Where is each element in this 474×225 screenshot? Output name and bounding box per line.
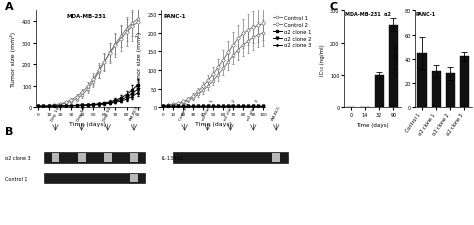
X-axis label: Time (days): Time (days) bbox=[69, 122, 106, 127]
Bar bbox=[389, 26, 398, 108]
Bar bbox=[130, 174, 138, 182]
Text: Day 14: Day 14 bbox=[50, 106, 61, 121]
Bar bbox=[431, 72, 441, 108]
Y-axis label: IC₅₀ (ng/ml): IC₅₀ (ng/ml) bbox=[394, 44, 399, 75]
Text: MDA-MB-231  α2: MDA-MB-231 α2 bbox=[345, 12, 391, 17]
Bar bbox=[460, 57, 469, 108]
Text: IL-13Rα2: IL-13Rα2 bbox=[162, 155, 183, 160]
Text: α2 clone 3: α2 clone 3 bbox=[246, 99, 260, 121]
Bar bbox=[52, 154, 59, 162]
X-axis label: Time (days): Time (days) bbox=[195, 122, 232, 127]
Text: PM-RCC: PM-RCC bbox=[128, 104, 139, 121]
Text: α2 clone 2: α2 clone 2 bbox=[224, 99, 237, 121]
X-axis label: Time (days): Time (days) bbox=[356, 123, 388, 128]
Text: α2 clone 3: α2 clone 3 bbox=[5, 155, 31, 160]
Text: Control 1: Control 1 bbox=[179, 101, 191, 121]
Text: PM-RCC: PM-RCC bbox=[271, 104, 282, 121]
Text: PANC-1: PANC-1 bbox=[416, 12, 436, 17]
Y-axis label: IC₅₀ (ng/ml): IC₅₀ (ng/ml) bbox=[319, 44, 325, 75]
Text: Control 1: Control 1 bbox=[5, 176, 28, 181]
Bar bbox=[272, 154, 280, 162]
Bar bbox=[44, 153, 146, 163]
Text: MDA-MB-231: MDA-MB-231 bbox=[67, 14, 107, 19]
Text: PANC-1: PANC-1 bbox=[163, 14, 186, 19]
Bar bbox=[446, 74, 455, 108]
Y-axis label: Tumor size (mm²): Tumor size (mm²) bbox=[10, 32, 17, 87]
Bar bbox=[78, 154, 85, 162]
Text: B: B bbox=[5, 126, 13, 136]
Bar bbox=[44, 173, 146, 184]
Bar bbox=[417, 54, 427, 108]
Bar bbox=[173, 153, 288, 163]
Legend: Control 1, Control 2, α2 clone 1, α2 clone 2, α2 clone 3: Control 1, Control 2, α2 clone 1, α2 clo… bbox=[271, 14, 313, 50]
Text: Day 90: Day 90 bbox=[103, 106, 113, 121]
Text: α2 clone 1: α2 clone 1 bbox=[201, 99, 214, 121]
Y-axis label: Tumor size (mm²): Tumor size (mm²) bbox=[136, 32, 142, 87]
Bar bbox=[104, 154, 112, 162]
Bar bbox=[374, 76, 384, 108]
Text: C: C bbox=[329, 2, 337, 12]
Text: A: A bbox=[5, 2, 13, 12]
Bar bbox=[130, 154, 138, 162]
Text: Day 53: Day 53 bbox=[76, 105, 87, 121]
